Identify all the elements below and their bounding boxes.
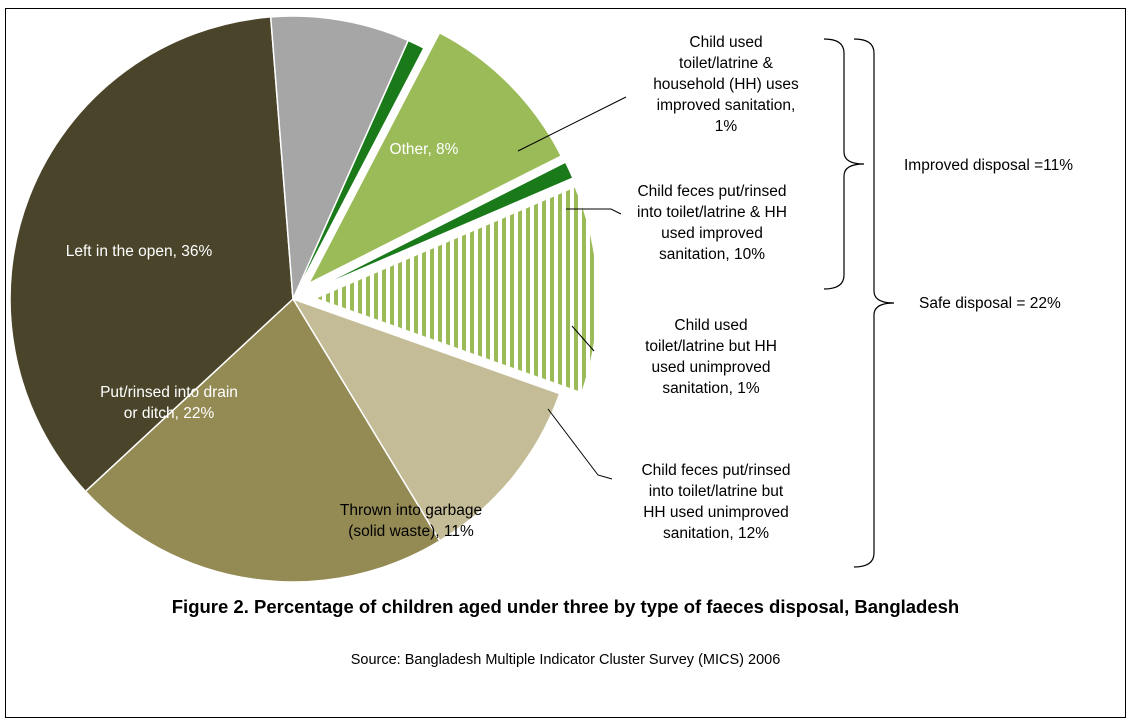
slice-label-7: Left in the open, 36% <box>66 243 213 260</box>
figure-source: Source: Bangladesh Multiple Indicator Cl… <box>350 652 781 668</box>
slice-label-6: Put/rinsed into drain or ditch, 22% <box>100 384 238 422</box>
bracket-1 <box>823 38 865 290</box>
slice-label-3: Child used toilet/latrine but HH used unim… <box>645 317 777 397</box>
leader-line-4 <box>547 408 613 480</box>
slice-label-5: Thrown into garbage (solid waste), 11% <box>340 502 482 540</box>
pie-slice-6 <box>84 297 441 583</box>
bracket-label-2: Safe disposal = 22% <box>919 295 1061 312</box>
slice-label-2: Child feces put/rinsed into toilet/latrin… <box>637 183 787 263</box>
pie-slice-8 <box>269 15 410 300</box>
slice-label-1: Child used toilet/latrine & household (HH)… <box>653 34 799 135</box>
figure-caption: Figure 2. Percentage of children aged un… <box>171 596 960 617</box>
pie-slice-5 <box>291 297 561 542</box>
slice-label-4: Child feces put/rinsed into toilet/latrin… <box>641 462 790 542</box>
leader-line-2 <box>566 208 622 215</box>
slice-label-8: Other, 8% <box>390 141 459 158</box>
bracket-2 <box>853 38 895 568</box>
figure-frame: Child used toilet/latrine & household (HH)… <box>5 8 1126 718</box>
pie-slice-4 <box>312 185 599 394</box>
leader-line-1 <box>517 96 627 152</box>
pie-slice-3 <box>312 161 574 291</box>
pie-chart: Child used toilet/latrine & household (HH)… <box>9 15 1073 583</box>
bracket-label-1: Improved disposal =11% <box>904 157 1073 174</box>
leader-line-3 <box>571 325 595 352</box>
pie-slice-7 <box>9 16 294 493</box>
pie-slice-2 <box>306 31 563 286</box>
